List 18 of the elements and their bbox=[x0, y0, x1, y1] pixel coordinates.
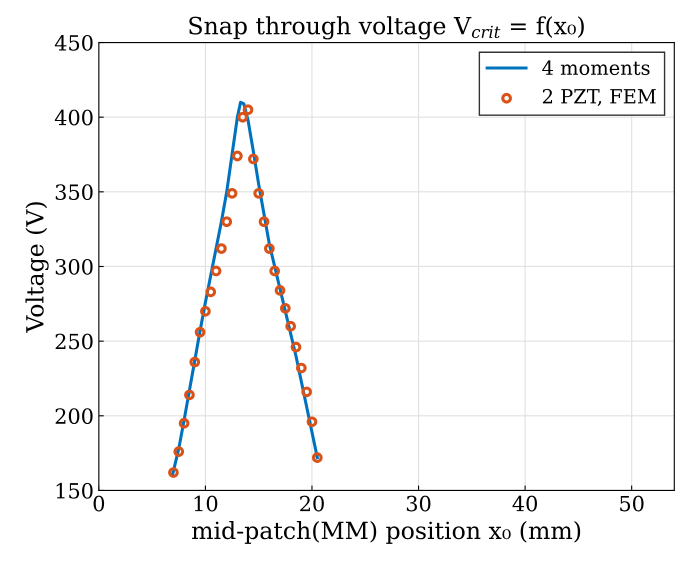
x-tick-label: 30 bbox=[406, 496, 430, 512]
x-tick-label: 10 bbox=[194, 496, 218, 512]
x-tick-label: 40 bbox=[512, 496, 537, 512]
x-tick-label: 0 bbox=[94, 496, 104, 512]
y-tick-label: 200 bbox=[56, 408, 93, 424]
legend-label: 2 PZT, FEM bbox=[542, 88, 656, 106]
y-tick-label: 350 bbox=[56, 184, 93, 200]
y-axis-title: Voltage (V) bbox=[25, 202, 49, 333]
y-tick-label: 250 bbox=[56, 334, 93, 350]
y-tick-label: 300 bbox=[56, 258, 93, 275]
chart-title: Snap through voltage V$_{crit}$ = f(x₀) bbox=[189, 16, 584, 40]
x-tick-label: 50 bbox=[620, 496, 644, 512]
y-tick-label: 400 bbox=[54, 110, 93, 126]
y-tick-label: 150 bbox=[56, 482, 93, 499]
y-tick-label: 450 bbox=[54, 34, 93, 51]
x-tick-label: 20 bbox=[300, 496, 324, 512]
legend-label: 4 moments bbox=[542, 60, 650, 76]
x-axis-title: mid-patch(MM) position x₀ (mm) bbox=[192, 521, 580, 544]
